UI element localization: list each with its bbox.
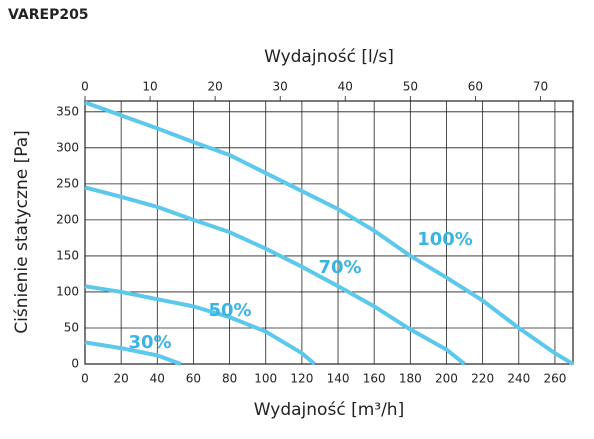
y-tick-label: 100 [56, 284, 79, 298]
y-tick-label: 350 [56, 104, 79, 118]
y-axis-label: Ciśnienie statyczne [Pa] [12, 130, 32, 334]
curve-label: 100% [417, 229, 473, 250]
x-axis-label: Wydajność [m³/h] [254, 400, 404, 420]
chart-title: VAREP205 [8, 7, 89, 23]
y-tick-label: 200 [56, 212, 79, 226]
x-tick-label: 100 [254, 372, 277, 386]
curve [84, 100, 575, 366]
x-tick-label: 0 [81, 372, 89, 386]
x2-tick-label: 30 [273, 80, 288, 94]
x-tick-label: 180 [399, 372, 422, 386]
x-tick-label: 60 [186, 372, 201, 386]
y-tick-label: 0 [71, 357, 79, 371]
x2-tick-label: 50 [403, 80, 418, 94]
curve [84, 340, 182, 366]
x2-tick-label: 60 [468, 80, 483, 94]
x-tick-label: 140 [327, 372, 350, 386]
x2-tick-label: 40 [338, 80, 353, 94]
x2-tick-label: 0 [81, 80, 89, 94]
x-tick-label: 80 [222, 372, 237, 386]
x2-axis-label: Wydajność [l/s] [264, 47, 394, 67]
x-tick-label: 20 [114, 372, 129, 386]
plot-frame [84, 100, 574, 365]
x2-tick-label: 70 [533, 80, 548, 94]
curve [84, 284, 316, 366]
x-tick-label: 200 [435, 372, 458, 386]
curve-label: 30% [128, 332, 171, 353]
x2-tick-label: 20 [207, 80, 222, 94]
y-tick-label: 250 [56, 176, 79, 190]
y-tick-label: 300 [56, 140, 79, 154]
curve-label: 50% [208, 300, 251, 321]
x-tick-label: 220 [471, 372, 494, 386]
x-tick-label: 40 [150, 372, 165, 386]
y-tick-label: 150 [56, 248, 79, 262]
x2-tick-label: 10 [142, 80, 157, 94]
x-tick-label: 160 [363, 372, 386, 386]
y-tick-label: 50 [64, 320, 79, 334]
x-tick-label: 120 [290, 372, 313, 386]
x-tick-label: 240 [507, 372, 530, 386]
curve-label: 70% [318, 257, 361, 278]
x-tick-label: 260 [543, 372, 566, 386]
curve [84, 185, 466, 366]
